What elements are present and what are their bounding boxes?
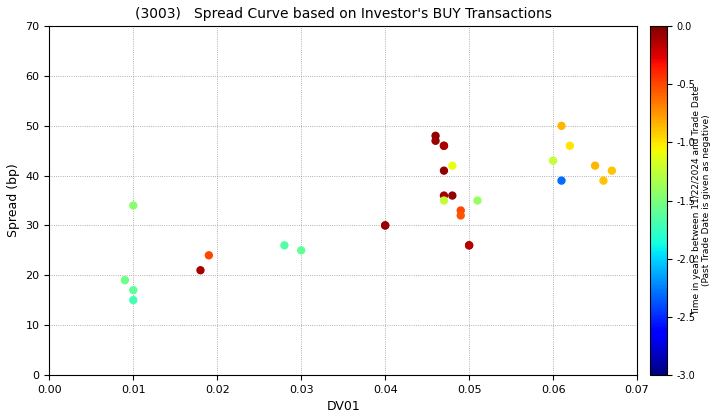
Title: (3003)   Spread Curve based on Investor's BUY Transactions: (3003) Spread Curve based on Investor's … [135, 7, 552, 21]
Point [127, 297, 139, 304]
Point [446, 162, 458, 169]
Point [119, 277, 130, 284]
Point [194, 267, 206, 273]
Point [295, 247, 307, 254]
Point [464, 242, 475, 249]
Point [379, 222, 391, 229]
Point [127, 287, 139, 294]
Point [556, 123, 567, 129]
Point [438, 197, 450, 204]
Point [547, 158, 559, 164]
Point [379, 222, 391, 229]
Point [438, 142, 450, 149]
Point [472, 197, 483, 204]
Point [203, 252, 215, 259]
Point [446, 192, 458, 199]
Point [556, 177, 567, 184]
Point [606, 167, 618, 174]
Point [455, 212, 467, 219]
Point [438, 192, 450, 199]
Point [438, 167, 450, 174]
Point [598, 177, 609, 184]
Y-axis label: Spread (bp): Spread (bp) [7, 164, 20, 237]
Point [438, 142, 450, 149]
Point [455, 207, 467, 214]
Y-axis label: Time in years between 11/22/2024 and Trade Date
(Past Trade Date is given as neg: Time in years between 11/22/2024 and Tra… [692, 86, 711, 315]
Point [589, 162, 600, 169]
Point [127, 202, 139, 209]
Point [564, 142, 576, 149]
Point [279, 242, 290, 249]
Point [464, 242, 475, 249]
X-axis label: DV01: DV01 [326, 400, 360, 413]
Point [430, 137, 441, 144]
Point [430, 132, 441, 139]
